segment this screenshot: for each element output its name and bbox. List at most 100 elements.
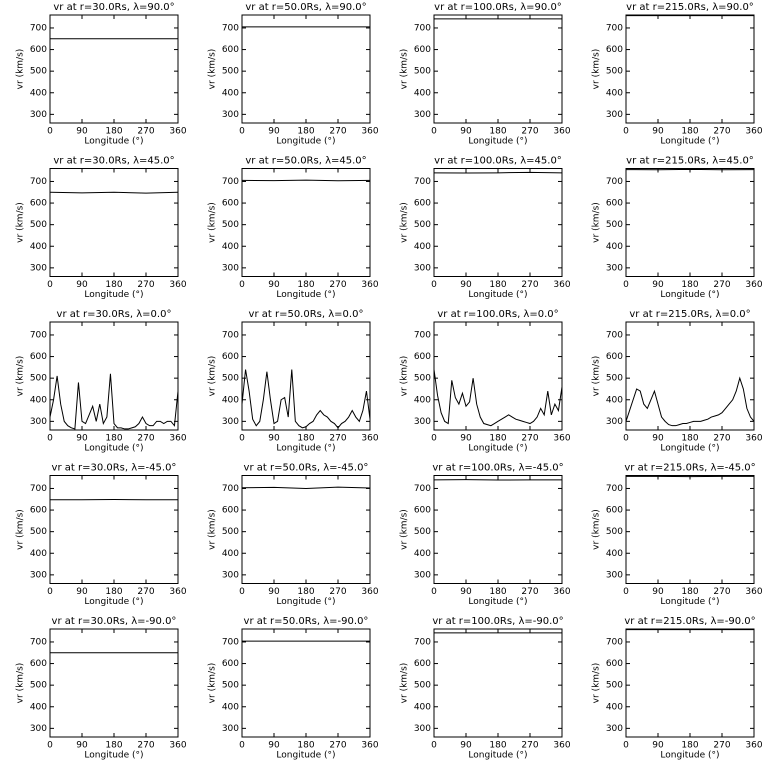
panel-title: vr at r=100.0Rs, λ=90.0° xyxy=(434,2,562,13)
x-tick-label: 360 xyxy=(361,434,378,444)
x-tick-label: 90 xyxy=(460,280,472,290)
panel-title: vr at r=50.0Rs, λ=0.0° xyxy=(249,309,364,320)
x-tick-label: 0 xyxy=(239,127,245,137)
x-tick-label: 90 xyxy=(76,587,88,597)
plot-frame xyxy=(241,628,371,738)
y-tick-label: 700 xyxy=(30,23,47,33)
x-tick-label: 270 xyxy=(137,127,154,137)
x-tick-label: 180 xyxy=(489,280,506,290)
y-tick-label: 700 xyxy=(606,330,623,340)
y-tick-label: 700 xyxy=(606,177,623,187)
y-tick-label: 300 xyxy=(222,263,239,273)
plot-frame xyxy=(625,168,755,277)
y-tick-label: 400 xyxy=(222,242,239,252)
y-tick-label: 700 xyxy=(606,484,623,494)
plot-frame xyxy=(433,628,563,738)
x-tick-label: 270 xyxy=(521,434,538,444)
x-tick-label: 90 xyxy=(268,434,280,444)
y-tick-label: 600 xyxy=(30,659,47,669)
y-tick-label: 500 xyxy=(606,374,623,384)
y-tick-label: 400 xyxy=(30,242,47,252)
data-line xyxy=(625,376,755,427)
x-tick-label: 0 xyxy=(623,280,629,290)
y-tick-label: 600 xyxy=(222,506,239,516)
x-tick-label: 270 xyxy=(137,741,154,751)
y-axis-label: vr (km/s) xyxy=(400,509,410,550)
y-tick-label: 600 xyxy=(30,352,47,362)
y-tick-label: 600 xyxy=(414,506,431,516)
data-line xyxy=(241,369,371,429)
x-tick-label: 360 xyxy=(169,741,186,751)
data-line xyxy=(241,179,371,182)
x-tick-label: 0 xyxy=(47,127,53,137)
y-axis-label: vr (km/s) xyxy=(16,202,26,243)
x-axis-label: Longitude (°) xyxy=(468,444,527,454)
panel-title: vr at r=215.0Rs, λ=45.0° xyxy=(626,156,754,167)
x-tick-label: 90 xyxy=(652,741,664,751)
y-tick-label: 400 xyxy=(222,702,239,712)
x-tick-label: 90 xyxy=(460,587,472,597)
plot-frame xyxy=(49,321,179,431)
y-tick-label: 400 xyxy=(606,88,623,98)
y-axis-label: vr (km/s) xyxy=(208,202,218,243)
panel-title: vr at r=100.0Rs, λ=0.0° xyxy=(437,309,558,320)
y-tick-label: 700 xyxy=(606,23,623,33)
x-tick-label: 0 xyxy=(239,587,245,597)
y-tick-label: 400 xyxy=(606,702,623,712)
x-tick-label: 360 xyxy=(361,587,378,597)
panel-title: vr at r=50.0Rs, λ=-90.0° xyxy=(244,616,369,627)
y-tick-label: 400 xyxy=(414,702,431,712)
y-tick-label: 300 xyxy=(414,570,431,580)
data-line xyxy=(241,486,371,489)
plot-frame xyxy=(49,628,179,738)
y-tick-label: 500 xyxy=(30,681,47,691)
x-axis-label: Longitude (°) xyxy=(660,597,719,607)
panel-title: vr at r=30.0Rs, λ=0.0° xyxy=(57,309,172,320)
x-axis-label: Longitude (°) xyxy=(84,444,143,454)
x-tick-label: 270 xyxy=(329,127,346,137)
x-tick-label: 90 xyxy=(76,127,88,137)
x-tick-label: 360 xyxy=(745,127,762,137)
y-tick-label: 500 xyxy=(222,527,239,537)
data-line xyxy=(433,369,563,427)
y-tick-label: 700 xyxy=(222,637,239,647)
x-tick-label: 0 xyxy=(239,280,245,290)
y-tick-label: 600 xyxy=(222,352,239,362)
plot-frame xyxy=(433,475,563,584)
y-tick-label: 400 xyxy=(606,242,623,252)
x-axis-label: Longitude (°) xyxy=(276,137,335,147)
y-tick-label: 400 xyxy=(30,549,47,559)
y-tick-label: 600 xyxy=(222,659,239,669)
y-tick-label: 400 xyxy=(222,88,239,98)
plot-frame xyxy=(433,321,563,431)
panel-title: vr at r=50.0Rs, λ=90.0° xyxy=(245,2,366,13)
plot-frame xyxy=(49,14,179,124)
y-tick-label: 500 xyxy=(414,67,431,77)
x-tick-label: 360 xyxy=(361,127,378,137)
x-axis-label: Longitude (°) xyxy=(276,290,335,300)
panel-title: vr at r=50.0Rs, λ=45.0° xyxy=(245,156,366,167)
y-tick-label: 700 xyxy=(30,637,47,647)
x-axis-label: Longitude (°) xyxy=(660,751,719,761)
panel-title: vr at r=215.0Rs, λ=-90.0° xyxy=(624,616,755,627)
x-axis-label: Longitude (°) xyxy=(660,290,719,300)
x-tick-label: 0 xyxy=(47,741,53,751)
y-tick-label: 700 xyxy=(414,637,431,647)
plot-frame xyxy=(433,168,563,277)
y-tick-label: 500 xyxy=(222,681,239,691)
y-tick-label: 300 xyxy=(222,724,239,734)
x-tick-label: 360 xyxy=(745,741,762,751)
y-tick-label: 300 xyxy=(30,417,47,427)
y-tick-label: 500 xyxy=(414,374,431,384)
y-tick-label: 400 xyxy=(414,549,431,559)
panel-title: vr at r=30.0Rs, λ=-90.0° xyxy=(52,616,177,627)
x-tick-label: 180 xyxy=(297,434,314,444)
x-tick-label: 270 xyxy=(329,741,346,751)
x-tick-label: 180 xyxy=(681,587,698,597)
x-tick-label: 270 xyxy=(713,127,730,137)
y-tick-label: 700 xyxy=(30,484,47,494)
y-tick-label: 700 xyxy=(414,484,431,494)
x-tick-label: 180 xyxy=(681,434,698,444)
y-tick-label: 500 xyxy=(30,67,47,77)
